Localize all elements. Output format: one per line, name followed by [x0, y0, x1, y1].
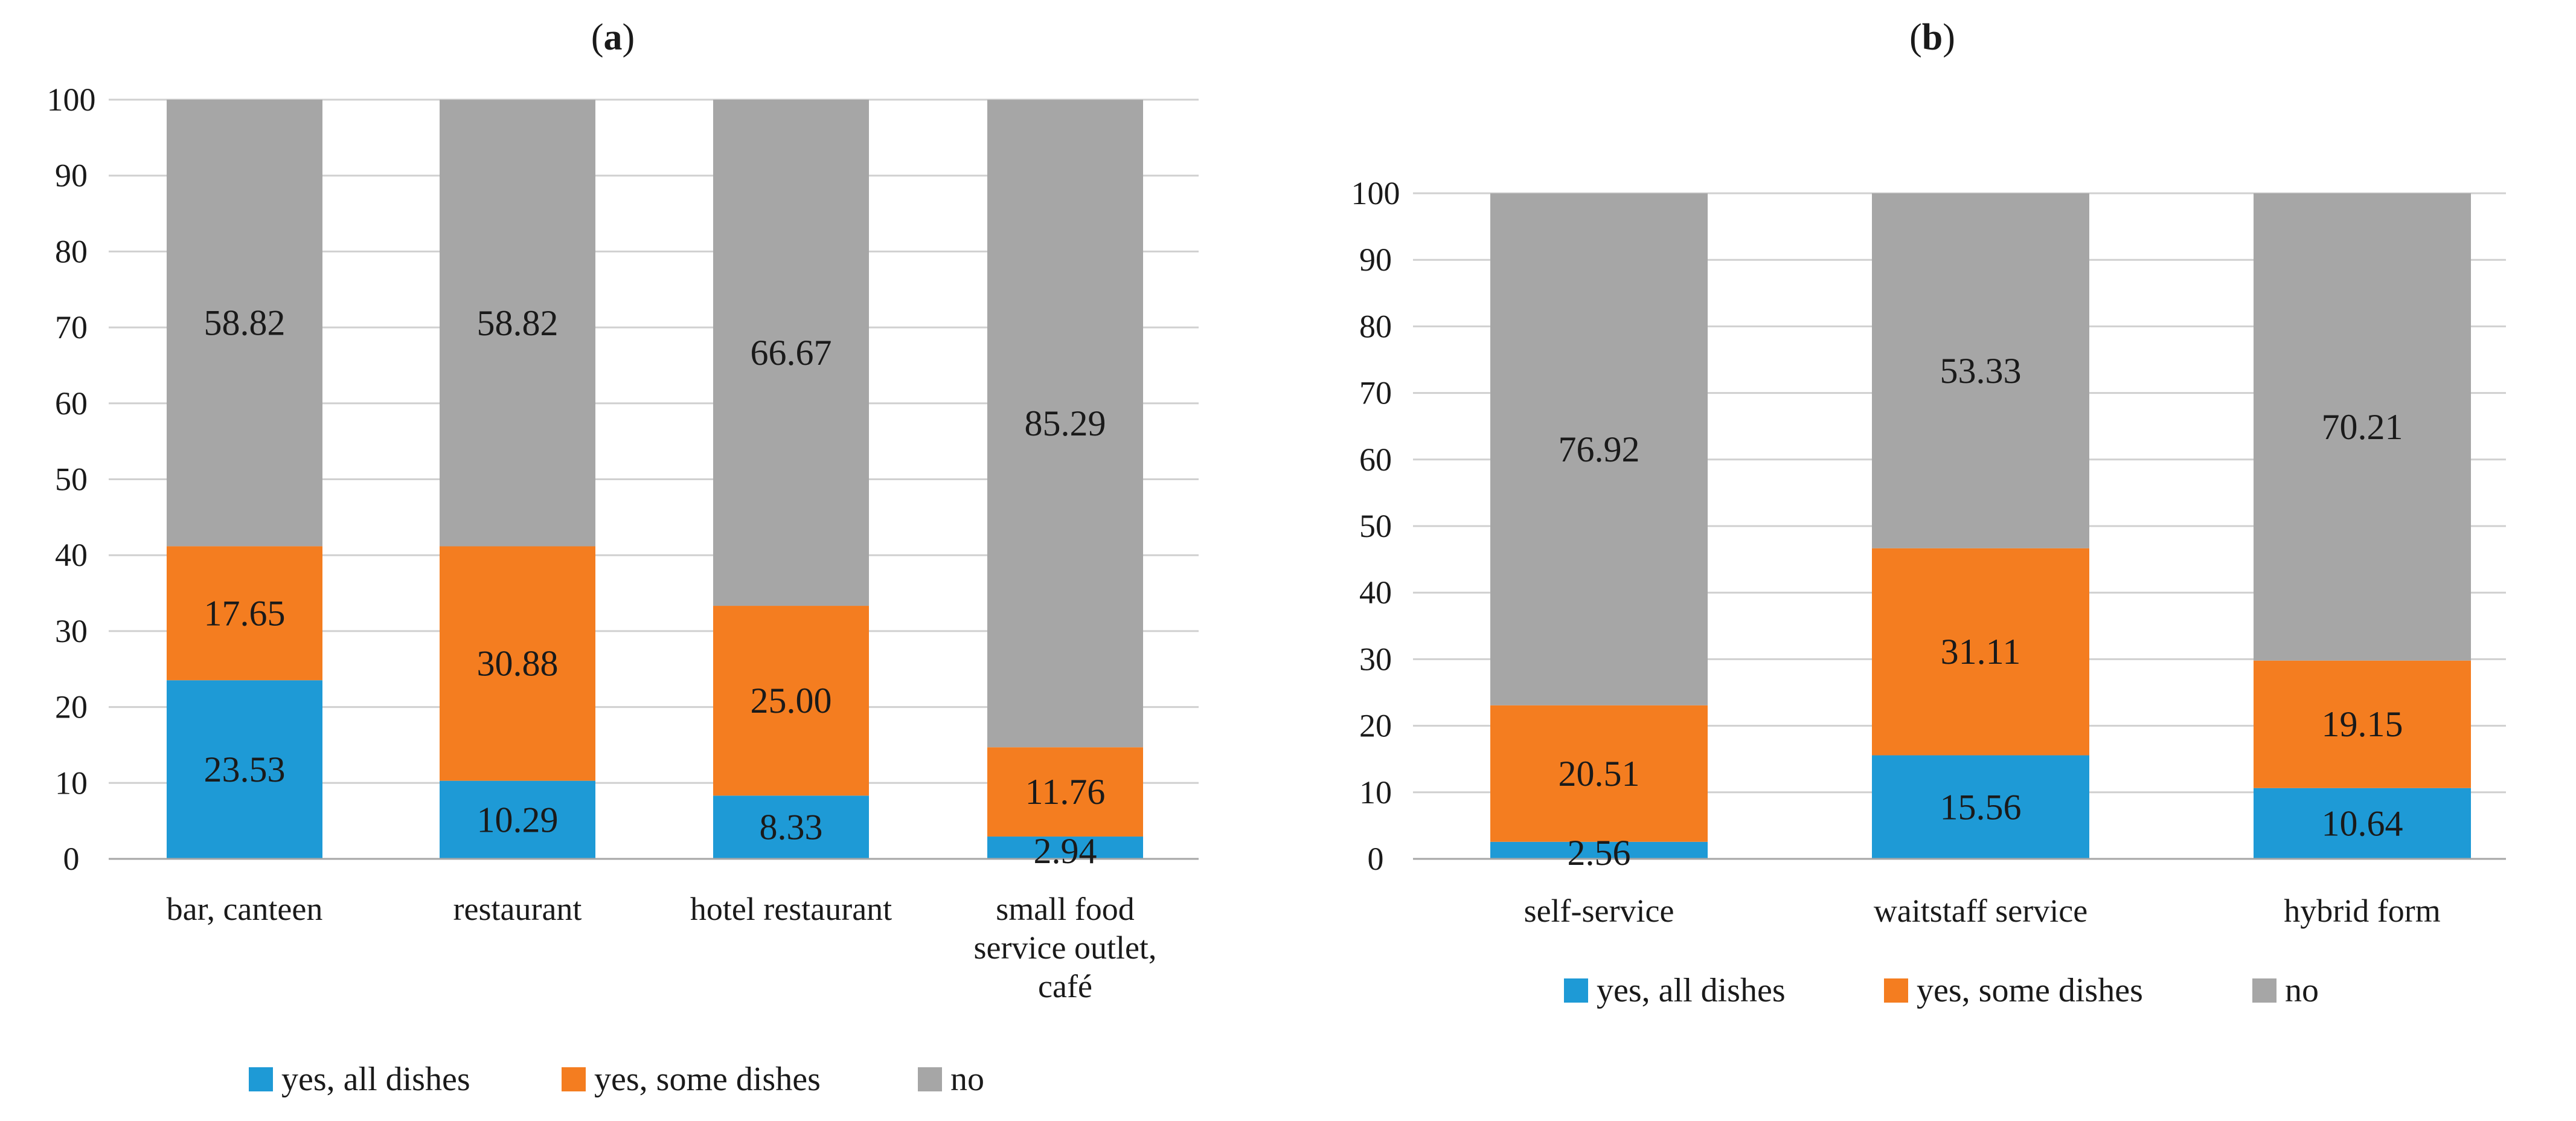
bar-yes-some	[987, 747, 1143, 837]
bar-yes-all	[713, 795, 869, 859]
bar-yes-some	[713, 606, 869, 796]
x-tick-label: restaurant	[453, 891, 582, 927]
data-label: 2.94	[1034, 831, 1097, 871]
bar-no	[167, 100, 322, 547]
bar-yes-all	[1490, 841, 1708, 859]
data-label: 8.33	[760, 808, 823, 847]
bar-yes-some	[1872, 548, 2089, 756]
bars	[167, 100, 1143, 859]
y-tick-label: 80	[1359, 308, 1392, 344]
bars	[1490, 193, 2471, 859]
y-tick-label: 50	[55, 461, 88, 498]
y-tick-label: 10	[55, 765, 88, 801]
data-label: 11.76	[1025, 772, 1106, 812]
y-tick-label: 50	[1359, 508, 1392, 544]
chart-panel-a: (a) 0 10 20 30 40 50 60 70 80 90 100 23.53 17.65 58.82…	[47, 17, 1199, 1098]
x-tick-label: self-service	[1524, 893, 1674, 929]
legend: yes, all dishes yes, some dishes no	[249, 1061, 984, 1098]
data-label: 25.00	[751, 681, 832, 721]
data-label: 76.92	[1559, 429, 1640, 469]
legend-swatch-yes-all	[249, 1067, 273, 1091]
bar-yes-all	[987, 837, 1143, 859]
y-tick-label: 70	[55, 309, 88, 345]
data-label: 20.51	[1559, 754, 1640, 794]
legend-label: yes, all dishes	[1597, 972, 1786, 1009]
data-label: 10.64	[2322, 803, 2403, 843]
y-tick-label: 30	[55, 613, 88, 649]
y-tick-label: 60	[55, 385, 88, 422]
y-tick-label: 100	[1351, 175, 1400, 211]
data-label: 70.21	[2322, 407, 2403, 447]
bar-yes-some	[2254, 660, 2471, 788]
legend-label: yes, all dishes	[281, 1061, 470, 1098]
y-tick-label: 30	[1359, 641, 1392, 677]
data-label: 58.82	[204, 303, 286, 343]
legend-label: no	[950, 1061, 984, 1098]
y-tick-label: 100	[47, 82, 96, 118]
legend-label: yes, some dishes	[1917, 972, 2143, 1009]
x-tick-label: service outlet,	[974, 930, 1157, 966]
bar-no	[987, 100, 1143, 748]
bar-yes-all	[167, 680, 322, 859]
x-tick-label: small food	[996, 891, 1134, 927]
data-label: 15.56	[1940, 787, 2022, 827]
bar-no	[440, 100, 595, 547]
data-label: 85.29	[1025, 403, 1106, 443]
data-label: 23.53	[204, 750, 286, 789]
chart-title: (a)	[591, 17, 635, 58]
data-label: 58.82	[477, 303, 559, 343]
y-tick-label: 90	[55, 158, 88, 194]
bar-yes-all	[1872, 755, 2089, 859]
y-tick-label: 0	[63, 841, 80, 877]
bar-no	[2254, 193, 2471, 661]
legend-label: no	[2285, 972, 2319, 1009]
data-label: 10.29	[477, 800, 559, 840]
y-tick-label: 40	[55, 537, 88, 573]
bar-no	[1490, 193, 1708, 705]
bar-no	[713, 100, 869, 606]
bar-yes-all	[440, 780, 595, 859]
y-tick-label: 40	[1359, 574, 1392, 611]
x-category-labels: self-service waitstaff service hybrid form	[1524, 893, 2441, 929]
bar-yes-some	[167, 546, 322, 681]
data-label: 19.15	[2322, 704, 2403, 744]
y-tick-label: 70	[1359, 375, 1392, 411]
x-category-labels: bar, canteen restaurant hotel restaurant sm…	[167, 891, 1157, 1004]
chart-panel-b: (b) 0 10 20 30 40 50 60 70 80 90 100 2.56 20.51 76.92 1…	[1351, 17, 2506, 1009]
x-tick-label: café	[1038, 968, 1092, 1004]
data-labels: 2.56 20.51 76.92 15.56 31.11 53.33 10.64 19.15 7…	[1559, 351, 2403, 873]
y-tick-label: 10	[1359, 774, 1392, 811]
legend-swatch-no	[918, 1067, 942, 1091]
x-tick-label: bar, canteen	[167, 891, 323, 927]
data-label: 30.88	[477, 644, 559, 684]
y-tick-label: 60	[1359, 442, 1392, 478]
x-tick-label: waitstaff service	[1874, 893, 2087, 929]
y-tick-label: 90	[1359, 242, 1392, 278]
bar-yes-some	[1490, 705, 1708, 842]
bar-yes-some	[440, 546, 595, 781]
y-tick-label: 0	[1368, 841, 1384, 877]
legend-label: yes, some dishes	[594, 1061, 821, 1098]
data-label: 2.56	[1568, 833, 1631, 873]
legend-swatch-yes-some	[562, 1067, 586, 1091]
bar-yes-all	[2254, 788, 2471, 859]
y-tick-label: 20	[55, 689, 88, 725]
x-tick-label: hotel restaurant	[690, 891, 892, 927]
data-label: 66.67	[751, 333, 832, 373]
data-label: 31.11	[1941, 632, 2021, 672]
legend-swatch-yes-all	[1564, 978, 1588, 1003]
x-tick-label: hybrid form	[2284, 893, 2440, 929]
data-label: 17.65	[204, 593, 286, 633]
y-tick-label: 20	[1359, 708, 1392, 744]
data-labels: 23.53 17.65 58.82 10.29 30.88 58.82 8.33 25.00 6…	[204, 303, 1106, 871]
data-label: 53.33	[1940, 351, 2022, 391]
chart-title: (b)	[1909, 17, 1955, 58]
y-tick-label: 80	[55, 233, 88, 269]
legend-swatch-no	[2252, 978, 2276, 1003]
legend-swatch-yes-some	[1884, 978, 1908, 1003]
bar-no	[1872, 193, 2089, 548]
legend: yes, all dishes yes, some dishes no	[1564, 972, 2319, 1009]
